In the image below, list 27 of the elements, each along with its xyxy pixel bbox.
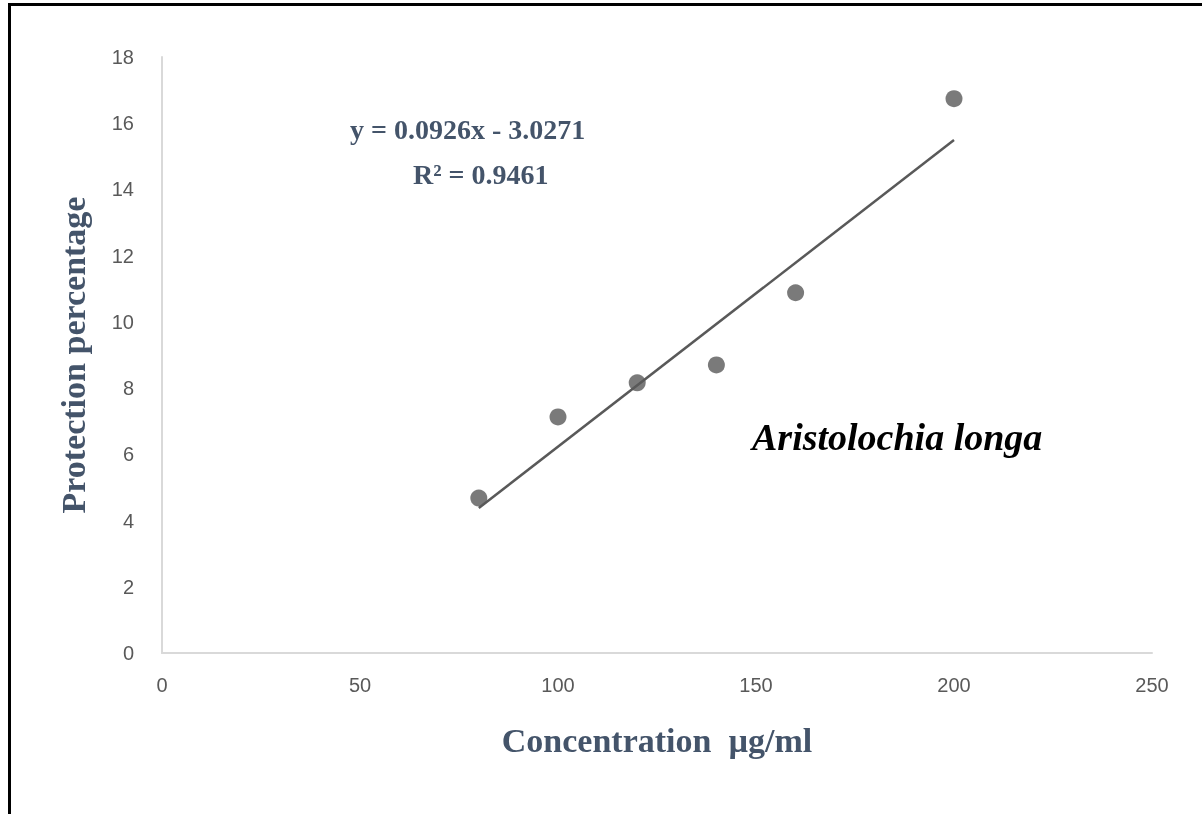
annotation: Aristolochia longa: [750, 416, 1043, 458]
annotation: R² = 0.9461: [413, 158, 549, 190]
x-axis-title: Concentration µg/ml: [501, 721, 813, 759]
y-tick-label: 6: [122, 443, 134, 466]
y-tick-label: 4: [122, 509, 134, 532]
x-tick-label: 100: [541, 674, 575, 696]
y-tick-label: 18: [111, 46, 134, 68]
x-tick-label: 0: [156, 674, 168, 696]
point: [945, 90, 963, 108]
y-tick-label: 8: [122, 377, 134, 400]
y-tick-label: 14: [111, 178, 134, 201]
annotation: y = 0.0926x - 3.0271: [350, 113, 586, 145]
x-tick-label: 250: [1135, 674, 1169, 696]
point: [628, 374, 646, 392]
x-tick-label: 200: [937, 674, 971, 696]
y-tick-label: 10: [111, 310, 134, 333]
y-tick-label: 2: [122, 575, 134, 598]
point: [787, 284, 805, 302]
y-tick-label: 16: [111, 112, 134, 135]
y-tick-label: 12: [111, 244, 134, 267]
x-tick-label: 150: [739, 674, 773, 696]
point: [470, 489, 488, 507]
point: [707, 356, 725, 374]
point: [549, 408, 567, 426]
x-tick-label: 50: [348, 674, 372, 696]
y-axis-title: Protection percentage: [54, 196, 92, 514]
y-tick-label: 0: [122, 642, 134, 664]
